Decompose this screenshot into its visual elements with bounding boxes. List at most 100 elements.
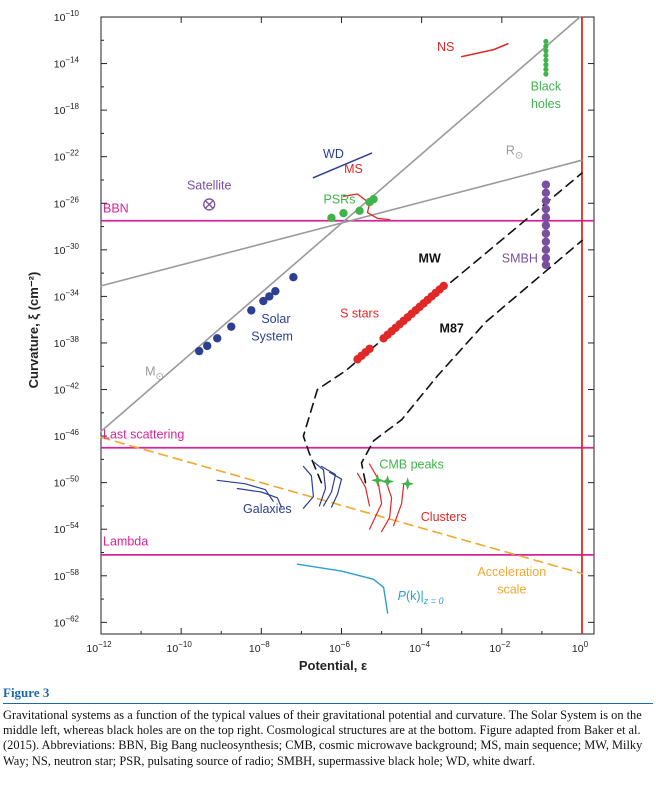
point-black-holes — [543, 62, 549, 68]
point-black-holes — [543, 43, 549, 49]
y-tick-label: 10−14 — [54, 56, 80, 71]
point-black-holes — [543, 71, 549, 77]
point-smbh — [541, 204, 551, 214]
x-tick-label: 10−12 — [86, 640, 112, 655]
marker-cmb-peaks — [401, 477, 415, 491]
plot-frame — [100, 16, 595, 635]
point-ms — [369, 194, 378, 204]
marker-satellite — [203, 198, 216, 211]
point-s-stars — [365, 344, 374, 353]
line-wd — [312, 152, 373, 179]
x-tick-exponent: −8 — [261, 640, 271, 649]
chart-canvas: 10−12 10−10 10−8 10−6 10−4 10−2 100 10−10 10−14 1… — [26, 9, 595, 673]
y-tick-label: 10−34 — [54, 288, 80, 303]
label-ns: NS — [437, 40, 454, 54]
label-bbn: BBN — [103, 202, 129, 216]
x-tick-label: 100 — [572, 640, 589, 655]
label-clusters: Clusters — [421, 510, 467, 524]
label-holes: holes — [531, 97, 561, 111]
x-tick-label: 10−8 — [249, 640, 270, 655]
line-clusters-3 — [393, 484, 405, 527]
y-tick-label: 10−62 — [54, 614, 80, 629]
y-tick-label: 10−50 — [54, 475, 80, 490]
x-tick-label: 10−6 — [329, 640, 350, 655]
point-smbh — [541, 245, 551, 255]
line-r — [100, 159, 583, 287]
label-ms: MS — [344, 162, 363, 176]
y-tick-exponent: −18 — [65, 102, 79, 111]
label-sun-subscript: ⊙ — [515, 150, 523, 161]
y-tick-exponent: −34 — [65, 288, 79, 297]
point-solar-system — [265, 292, 274, 301]
points-layer — [194, 38, 551, 491]
label-pk-mid: (k)| — [406, 589, 424, 603]
label-sun-subscript: ⊙ — [156, 372, 164, 383]
figure-caption: Gravitational systems as a function of t… — [3, 708, 643, 768]
point-black-holes — [543, 52, 549, 59]
point-black-holes — [543, 57, 549, 63]
label-acceleration: Acceleration — [477, 565, 546, 579]
y-tick-label: 10−22 — [54, 149, 80, 164]
line-p-k-z-0 — [296, 563, 389, 614]
x-tick-label: 10−10 — [167, 640, 193, 655]
point-black-holes — [543, 66, 549, 72]
label-wd: WD — [323, 147, 344, 161]
x-axis-title: Potential, ε — [299, 658, 367, 673]
label-satellite: Satellite — [187, 178, 232, 192]
line-galaxies-3 — [312, 461, 327, 507]
point-smbh — [541, 253, 551, 263]
labels-layer: BBN Last scattering Lambda Satellite PSRs MSW… — [103, 40, 562, 606]
label-cmb-peaks: CMB peaks — [379, 458, 444, 472]
label-system: System — [251, 330, 293, 344]
line-m87 — [360, 239, 583, 484]
point-solar-system — [213, 334, 222, 343]
line-clusters-4 — [356, 472, 371, 507]
y-tick-exponent: −10 — [65, 9, 79, 18]
point-smbh — [541, 221, 551, 230]
point-smbh — [541, 196, 551, 206]
y-tick-label: 10−54 — [54, 521, 80, 536]
point-solar-system — [289, 272, 298, 282]
point-solar-system — [271, 286, 280, 296]
point-smbh — [541, 237, 551, 246]
x-tick-label: 10−4 — [409, 640, 430, 655]
label-pk-p: P — [398, 589, 407, 603]
point-solar-system — [259, 296, 268, 306]
line-galaxies-5 — [328, 471, 343, 508]
x-tick-label: 10−2 — [489, 640, 510, 655]
point-solar-system — [227, 322, 236, 331]
label-m87: M87 — [440, 321, 464, 335]
marker-cmb-peaks — [371, 473, 385, 487]
y-tick-exponent: −42 — [65, 382, 79, 391]
line-acceleration-scale — [100, 436, 583, 575]
x-tick-exponent: −4 — [421, 640, 431, 649]
y-tick-exponent: −46 — [65, 428, 79, 437]
y-tick-exponent: −54 — [65, 521, 79, 530]
label-black: Black — [531, 79, 562, 93]
x-tick-exponent: −2 — [501, 640, 511, 649]
y-tick-label: 10−38 — [54, 335, 80, 350]
y-tick-label: 10−42 — [54, 382, 80, 397]
label-last-scattering: Last scattering — [103, 427, 184, 441]
point-smbh — [541, 260, 551, 270]
y-tick-exponent: −38 — [65, 335, 79, 344]
y-tick-label: 10−58 — [54, 568, 80, 583]
caption-rule — [3, 703, 653, 704]
label-smbh: SMBH — [502, 252, 538, 266]
line-galaxies-2 — [236, 487, 282, 508]
line-clusters-1 — [368, 463, 383, 530]
line-m — [100, 16, 581, 433]
y-tick-label: 10−10 — [54, 9, 80, 24]
label-r-sun: R⊙ — [506, 143, 523, 161]
point-solar-system — [247, 306, 256, 315]
label-solar: Solar — [261, 312, 290, 326]
point-solar-system — [194, 346, 204, 356]
line-galaxies-4 — [320, 465, 337, 507]
point-black-holes — [543, 38, 549, 45]
marker-satellite-cross-b — [204, 200, 214, 209]
figure-label: Figure 3 — [3, 685, 50, 700]
y-tick-exponent: −50 — [65, 475, 79, 484]
label-scale: scale — [497, 582, 526, 596]
x-tick-exponent: 0 — [584, 640, 589, 649]
y-tick-exponent: −62 — [65, 614, 79, 623]
